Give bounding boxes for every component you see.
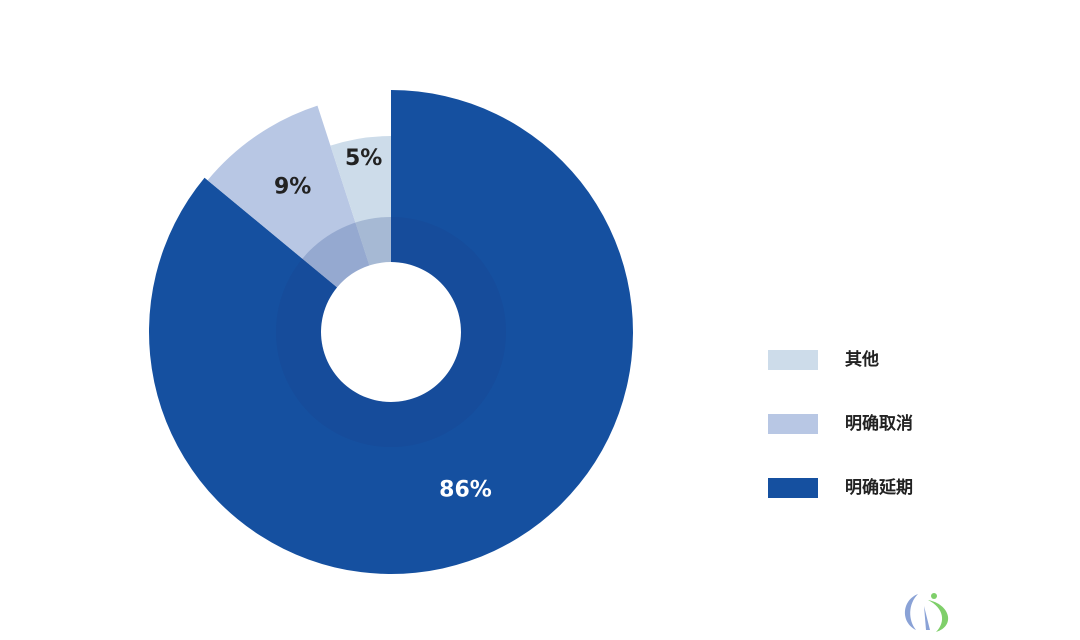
logo [904,593,949,632]
donut-slice [148,90,633,574]
legend-swatch [768,414,818,434]
legend-swatch [768,350,818,370]
legend-label: 明确延期 [845,477,913,498]
legend-swatch [768,478,818,498]
value-label: 5% [345,146,382,171]
donut-slice [207,105,370,288]
inner-ring [275,216,507,448]
value-label: 86% [439,477,492,502]
legend-label: 明确取消 [845,413,913,434]
donut-slice [330,136,391,266]
legend-label: 其他 [845,349,879,370]
value-label: 9% [274,174,311,199]
